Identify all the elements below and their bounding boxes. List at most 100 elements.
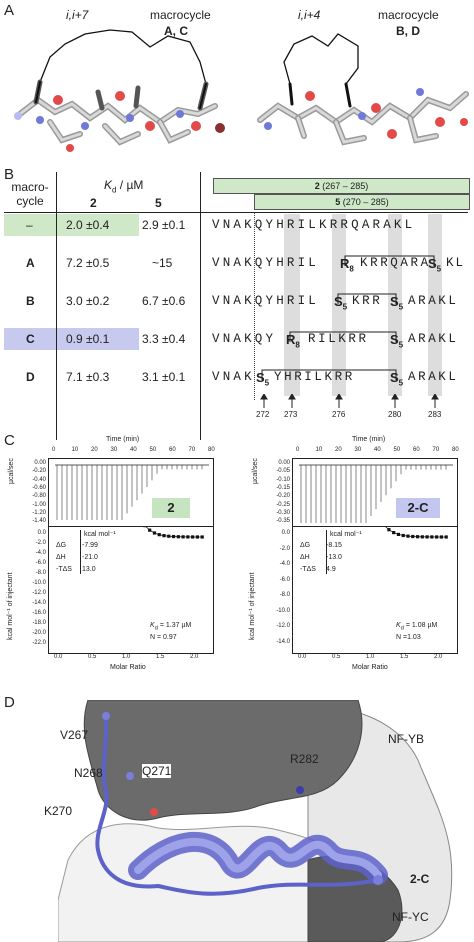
position-280: 280 (388, 410, 402, 419)
itc-right-ylabel-bottom: kcal mol⁻¹ of injectant (249, 572, 256, 641)
thermo-right-tds: -TΔS 4.9 (300, 566, 336, 573)
sequence-b-mid: KRR (352, 294, 383, 308)
ratio-tick-left: 2.0 (190, 654, 199, 660)
ratio-tick-left: 1.0 (122, 654, 131, 660)
macrocycle-structure-left (14, 29, 225, 152)
macrocycle-word: macrocycle (150, 8, 211, 22)
data-point (167, 534, 171, 538)
staple-c-r8: R8 (286, 332, 300, 350)
row-c-highlight (4, 328, 56, 350)
label-2c: 2-C (410, 872, 430, 886)
staple-d-s5-2: S5 (390, 370, 404, 388)
bar-2-range: (267 – 285) (322, 181, 369, 191)
label-n268: N268 (74, 766, 103, 780)
position-283: 283 (428, 410, 442, 419)
ratio-tick-left: 1.5 (156, 654, 165, 660)
itc-right-thermo-table: ΔG -8.15 ΔH -13.0 -TΔS 4.9 (300, 540, 342, 576)
ytick-right-bottom: -2.0 (279, 545, 290, 552)
ytick-right-top: -0.30 (276, 509, 290, 516)
fit-curve (385, 527, 447, 538)
row-native-highlight (4, 214, 56, 236)
spacing-label-right: i,i+4 (298, 8, 321, 22)
time-tick-left: 70 (188, 447, 196, 453)
peptide-bar-5: 5 (270 – 285) (254, 194, 470, 210)
data-point (191, 535, 195, 539)
data-point (406, 534, 410, 538)
data-point (171, 534, 176, 539)
time-tick-right: 70 (432, 447, 440, 453)
data-point (411, 534, 415, 539)
row-macro-b: B (26, 294, 35, 308)
sequence-a: VNAKQYHRIL (212, 256, 320, 270)
itc-left-xlabel: Molar Ratio (110, 664, 146, 671)
time-tick-left: 40 (130, 447, 137, 453)
thermo-left-dg: ΔG -7.99 (56, 542, 98, 549)
ytick-left-bottom: -6.0 (35, 560, 46, 566)
time-tick-left: 0 (52, 447, 56, 453)
band-283 (428, 214, 442, 396)
time-tick-left: 20 (91, 447, 98, 453)
ytick-left-bottom: -16.0 (32, 610, 46, 616)
ytick-right-bottom: -8.0 (279, 592, 290, 598)
ytick-left-bottom: -2.0 (35, 540, 46, 546)
macro-header-line2: cycle (16, 194, 44, 208)
ytick-right-bottom: -14.0 (276, 638, 290, 645)
itc-left-fit (143, 527, 204, 539)
sequence-d-mid: YHRILKRR (274, 370, 355, 384)
sequence-d: VNAK (212, 370, 255, 384)
ytick-left-top: -0.80 (32, 493, 46, 500)
table-col-divider-2 (200, 172, 201, 440)
staple-brackets (261, 255, 435, 380)
label-k270: K270 (44, 804, 73, 818)
data-point (396, 532, 401, 537)
protein-surface-render (58, 700, 474, 942)
itc-right-divider (292, 526, 458, 527)
row-macro-d: D (26, 370, 35, 384)
thermo-left-tds: -TΔS 13.0 (56, 566, 96, 573)
row-native-kd2-highlight (57, 214, 139, 236)
row-kd2-a: 7.2 ±0.5 (66, 256, 110, 270)
time-tick-right: 20 (335, 447, 342, 453)
row-kd2-native: 2.0 ±0.4 (66, 218, 110, 232)
label-nfyb: NF-YB (388, 732, 424, 746)
itc-left-thermo-table: ΔG -7.99 ΔH -21.0 -TΔS 13.0 (56, 540, 98, 576)
kd-symbol: K (104, 178, 113, 192)
staple-a-s5: S5 (428, 256, 442, 274)
sequence-c-end: ARAKL (408, 332, 459, 346)
table-dotted-divider (254, 212, 255, 400)
ytick-right-top: -0.35 (276, 518, 290, 525)
data-point (444, 535, 448, 539)
thermo-right-dh: ΔH -13.0 (300, 554, 342, 561)
itc-right-n: N =1.03 (396, 634, 421, 641)
sequence-native: VNAKQYHRILKRRQARAKL (212, 218, 416, 232)
time-tick-left: 50 (149, 447, 157, 453)
staple-c-s5: S5 (390, 332, 404, 350)
spacing-label-left: i,i+7 (66, 8, 89, 22)
ytick-left-top: -0.20 (32, 468, 46, 475)
macrocycle-structure-right (257, 33, 469, 146)
itc-left-frame (48, 458, 214, 654)
time-tick-left: 80 (208, 447, 215, 453)
itc-left-kd: Kd = 1.37 µM (150, 622, 192, 632)
table-header-rule (4, 212, 468, 213)
time-tick-left: 10 (71, 447, 79, 453)
kd-header: Kd / µM (104, 178, 143, 194)
label-nfyc: NF-YC (392, 910, 429, 924)
data-point (186, 535, 190, 539)
data-point (439, 535, 444, 539)
ytick-left-top: -1.20 (32, 509, 46, 516)
row-kd5-c: 3.3 ±0.4 (142, 332, 186, 346)
peptide-bar-2: 2 (267 – 285) (213, 178, 470, 194)
ytick-left-bottom: -10.0 (32, 580, 46, 586)
ratio-tick-right: 0.5 (332, 654, 341, 660)
ytick-right-top: -0.20 (276, 493, 290, 500)
row-kd5-a: ~15 (152, 256, 173, 270)
label-v267: V267 (60, 728, 89, 742)
itc-left-raw (55, 464, 209, 520)
itc-right-xlabel: Molar Ratio (352, 664, 388, 671)
itc-right-compound-badge: 2-C (396, 498, 440, 518)
thermo-left-dh: ΔH -21.0 (56, 554, 98, 561)
band-276 (332, 214, 346, 396)
sequence-b: VNAKQYHRIL (212, 294, 320, 308)
sequence-a-tail: KRRQARA (360, 256, 431, 270)
